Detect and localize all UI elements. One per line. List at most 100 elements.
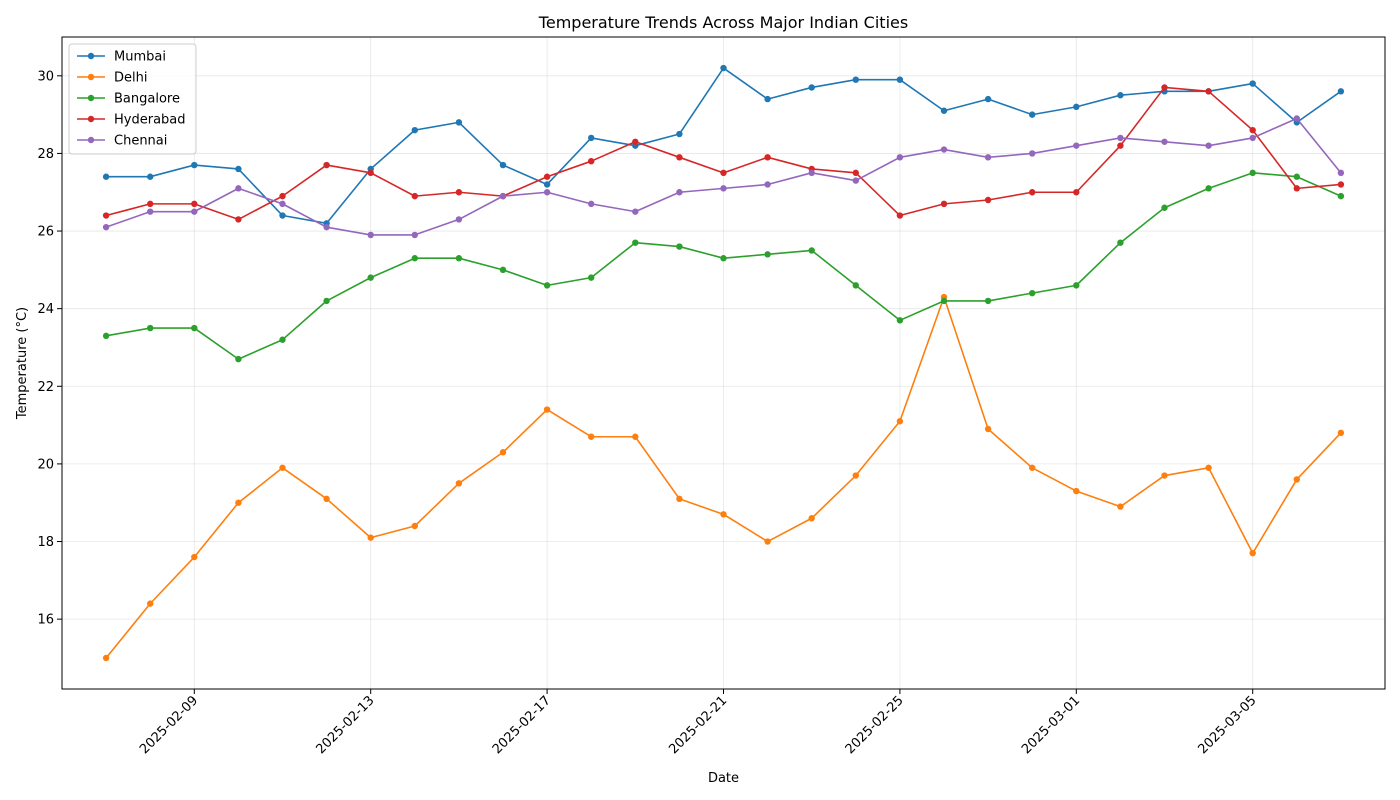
- data-point: [543, 282, 551, 289]
- data-point: [1073, 142, 1080, 149]
- data-point: [588, 274, 595, 281]
- legend-label: Bangalore: [114, 92, 180, 107]
- data-point: [676, 189, 683, 196]
- data-point: [1293, 115, 1301, 122]
- data-point: [279, 200, 286, 208]
- data-point: [499, 449, 507, 456]
- data-point: [1249, 134, 1256, 142]
- data-point: [940, 146, 948, 153]
- data-point: [720, 64, 727, 72]
- data-point: [808, 169, 815, 177]
- data-point: [411, 192, 418, 200]
- data-point: [1205, 88, 1212, 95]
- x-axis-title: Date: [708, 771, 739, 786]
- data-point: [455, 189, 463, 196]
- data-point: [1205, 464, 1212, 471]
- data-point: [1073, 487, 1080, 495]
- data-point: [279, 336, 286, 343]
- data-point: [984, 154, 992, 161]
- data-point: [1029, 150, 1036, 157]
- data-point: [852, 282, 859, 289]
- legend-item-hyderabad: Hyderabad: [77, 113, 186, 128]
- series-hyderabad: [102, 84, 1345, 223]
- legend-marker: [87, 136, 95, 144]
- data-point: [1337, 429, 1345, 437]
- data-point: [102, 223, 110, 231]
- data-point: [235, 216, 242, 223]
- data-point: [191, 161, 198, 169]
- data-point: [1161, 204, 1168, 211]
- data-point: [1117, 239, 1124, 246]
- y-tick-label: 28: [37, 147, 54, 162]
- series-mumbai: [102, 64, 1345, 227]
- y-tick-label: 26: [37, 225, 54, 240]
- data-point: [455, 216, 463, 223]
- legend: Mumbai Delhi Bangalore Hyderabad Chennai: [68, 43, 197, 155]
- data-point: [455, 119, 463, 126]
- data-point: [1117, 503, 1124, 510]
- data-point: [1293, 173, 1301, 180]
- y-tick-label: 20: [37, 457, 54, 472]
- data-point: [720, 185, 727, 192]
- legend-marker: [87, 73, 95, 81]
- data-point: [896, 418, 904, 425]
- data-point: [147, 208, 154, 215]
- y-tick-label: 24: [37, 302, 54, 317]
- data-point: [676, 243, 683, 250]
- legend-label: Hyderabad: [114, 113, 186, 128]
- data-point: [764, 154, 771, 161]
- y-tick-label: 18: [37, 535, 54, 550]
- data-point: [323, 161, 330, 169]
- data-point: [852, 76, 859, 83]
- data-point: [984, 425, 992, 433]
- data-point: [235, 165, 242, 173]
- data-point: [1337, 88, 1345, 95]
- data-point: [1249, 126, 1256, 134]
- series-delhi: [102, 293, 1345, 662]
- data-point: [455, 480, 463, 487]
- data-point: [632, 433, 639, 440]
- legend-item-bangalore: Bangalore: [77, 92, 180, 107]
- data-point: [940, 107, 948, 114]
- data-point: [543, 189, 551, 196]
- data-point: [191, 324, 198, 332]
- data-point: [323, 297, 330, 305]
- data-point: [896, 154, 904, 161]
- data-point: [543, 406, 551, 413]
- legend-item-mumbai: Mumbai: [77, 50, 166, 65]
- legend-item-delhi: Delhi: [77, 71, 147, 86]
- data-point: [940, 297, 948, 305]
- data-point: [323, 495, 330, 503]
- data-point: [102, 654, 110, 662]
- data-point: [235, 499, 242, 506]
- legend-label: Delhi: [114, 71, 147, 86]
- data-point: [720, 255, 727, 262]
- data-point: [411, 522, 418, 530]
- data-point: [1161, 84, 1168, 91]
- data-point: [1073, 282, 1080, 289]
- data-point: [1073, 189, 1080, 196]
- data-point: [191, 208, 198, 215]
- series-lines: [102, 64, 1345, 662]
- data-point: [720, 169, 727, 177]
- y-axis-title: Temperature (°C): [15, 307, 30, 420]
- data-point: [984, 95, 992, 103]
- data-point: [1117, 92, 1124, 99]
- y-axis-ticks: 16 18 20 22 24 26 28 30: [37, 69, 62, 628]
- data-point: [896, 76, 904, 83]
- chart-title: Temperature Trends Across Major Indian C…: [538, 13, 908, 32]
- series-chennai: [102, 115, 1345, 239]
- data-point: [367, 274, 374, 281]
- data-point: [1249, 169, 1256, 177]
- legend-item-chennai: Chennai: [77, 134, 167, 149]
- y-tick-label: 16: [37, 613, 54, 628]
- data-point: [367, 231, 374, 239]
- data-point: [764, 95, 771, 103]
- data-point: [147, 600, 154, 607]
- data-point: [279, 192, 286, 200]
- data-point: [632, 239, 639, 246]
- data-point: [367, 169, 374, 177]
- data-point: [499, 266, 507, 274]
- data-point: [499, 161, 507, 169]
